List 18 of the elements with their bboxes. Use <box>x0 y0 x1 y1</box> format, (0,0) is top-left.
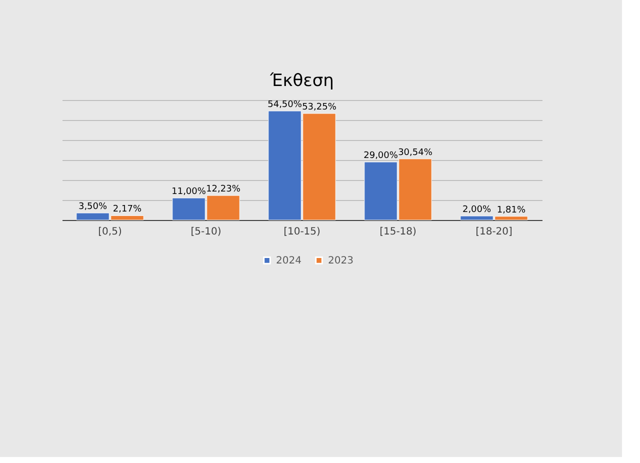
data-label: 1,81% <box>496 205 526 216</box>
data-label: 54,50% <box>268 100 302 110</box>
data-label: 2,00% <box>462 205 492 215</box>
data-label: 53,25% <box>302 102 337 112</box>
legend-label: 2024 <box>276 255 302 266</box>
x-tick-label: [10-15) <box>284 226 321 238</box>
legend-label: 2023 <box>328 255 354 266</box>
data-label: 3,50% <box>78 202 108 212</box>
x-tick-label: [18-20] <box>476 226 513 238</box>
data-label: 11,00% <box>172 187 206 197</box>
data-label: 30,54% <box>398 148 433 158</box>
x-tick-label: [5-10) <box>190 226 222 238</box>
x-tick-label: [0,5) <box>98 226 122 238</box>
chart-title: Έκθεση <box>269 71 334 91</box>
x-tick-label: [15-18) <box>380 226 417 238</box>
data-label: 2,17% <box>112 204 142 215</box>
data-label: 12,23% <box>206 184 241 195</box>
data-label: 29,00% <box>364 151 398 161</box>
